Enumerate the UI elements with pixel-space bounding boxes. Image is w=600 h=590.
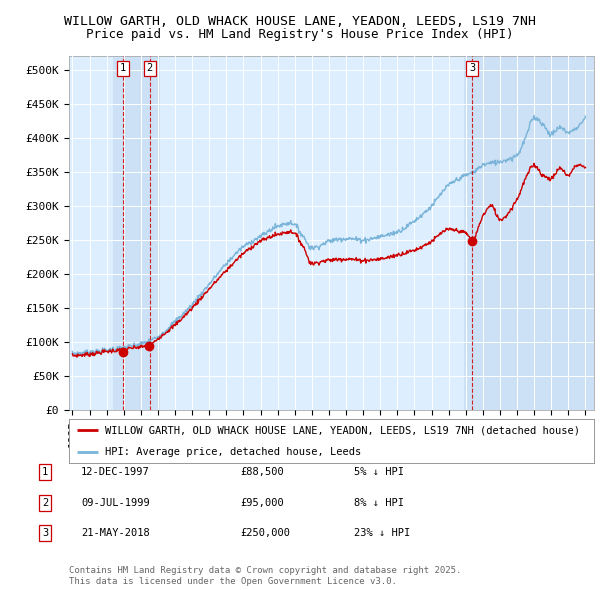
Bar xyxy=(113,56,160,410)
Text: 21-MAY-2018: 21-MAY-2018 xyxy=(81,529,150,538)
Text: £250,000: £250,000 xyxy=(240,529,290,538)
Text: £95,000: £95,000 xyxy=(240,498,284,507)
Text: 2: 2 xyxy=(146,64,153,73)
Text: WILLOW GARTH, OLD WHACK HOUSE LANE, YEADON, LEEDS, LS19 7NH (detached house): WILLOW GARTH, OLD WHACK HOUSE LANE, YEAD… xyxy=(105,425,580,435)
Text: 09-JUL-1999: 09-JUL-1999 xyxy=(81,498,150,507)
Text: 3: 3 xyxy=(469,64,476,73)
Text: HPI: Average price, detached house, Leeds: HPI: Average price, detached house, Leed… xyxy=(105,447,361,457)
Text: WILLOW GARTH, OLD WHACK HOUSE LANE, YEADON, LEEDS, LS19 7NH: WILLOW GARTH, OLD WHACK HOUSE LANE, YEAD… xyxy=(64,15,536,28)
Text: 3: 3 xyxy=(42,529,48,538)
Text: 12-DEC-1997: 12-DEC-1997 xyxy=(81,467,150,477)
Text: 1: 1 xyxy=(120,64,126,73)
Text: 23% ↓ HPI: 23% ↓ HPI xyxy=(354,529,410,538)
Text: This data is licensed under the Open Government Licence v3.0.: This data is licensed under the Open Gov… xyxy=(69,576,397,586)
Text: 5% ↓ HPI: 5% ↓ HPI xyxy=(354,467,404,477)
Text: £88,500: £88,500 xyxy=(240,467,284,477)
Bar xyxy=(464,56,594,410)
Text: 1: 1 xyxy=(42,467,48,477)
Text: 8% ↓ HPI: 8% ↓ HPI xyxy=(354,498,404,507)
Text: 2: 2 xyxy=(42,498,48,507)
Text: Price paid vs. HM Land Registry's House Price Index (HPI): Price paid vs. HM Land Registry's House … xyxy=(86,28,514,41)
Text: Contains HM Land Registry data © Crown copyright and database right 2025.: Contains HM Land Registry data © Crown c… xyxy=(69,566,461,575)
